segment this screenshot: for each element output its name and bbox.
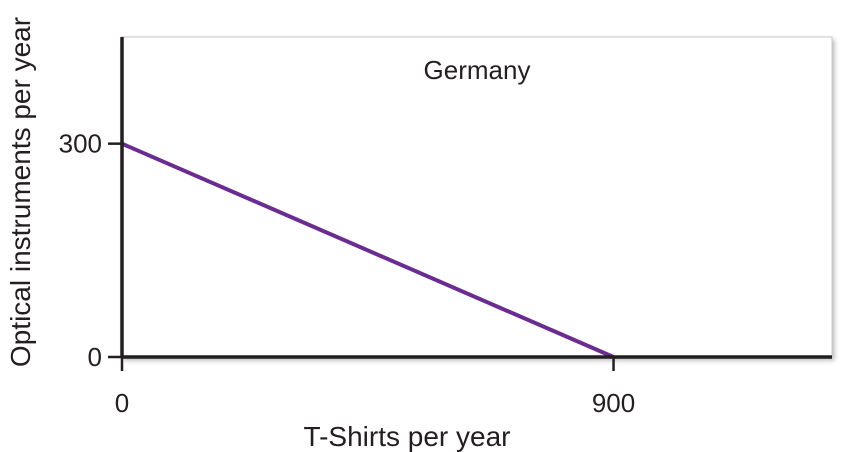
plot-panel [121,36,833,358]
x-axis-title: T-Shirts per year [304,421,511,452]
y-tick-label: 0 [88,342,102,372]
x-tick-label: 900 [592,388,635,418]
tick-layer: 0 900 0 300 [59,129,636,418]
series-layer [121,141,615,359]
x-tick-label: 0 [115,388,129,418]
y-axis-title: Optical instruments per year [5,17,36,367]
chart-title: Germany [424,55,531,85]
series-line-0 [121,141,615,359]
y-tick-label: 300 [59,129,102,159]
